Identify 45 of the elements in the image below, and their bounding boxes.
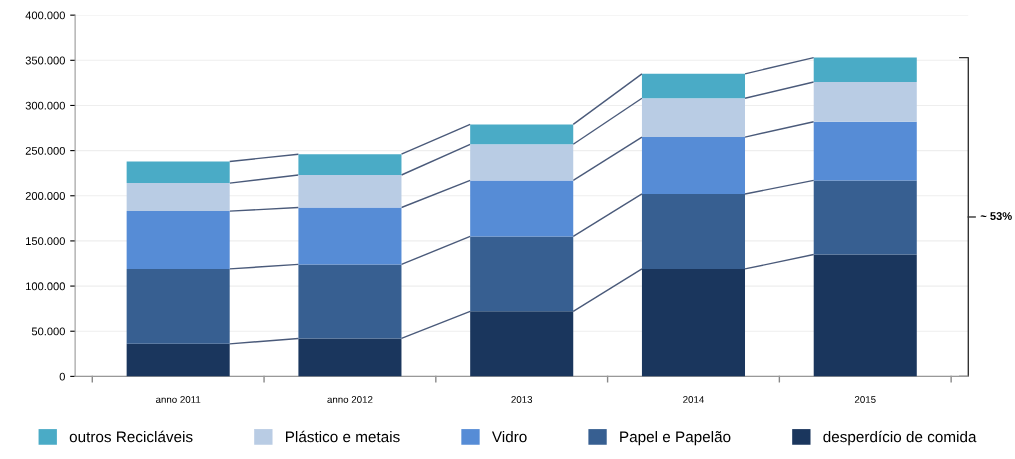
bar [298, 264, 402, 339]
bar [126, 161, 230, 184]
y-tick-label: 350.000 [25, 56, 65, 65]
bar [298, 338, 402, 377]
bar [470, 311, 574, 377]
bar [126, 268, 230, 344]
bar [298, 154, 402, 175]
bar [641, 193, 746, 269]
y-tick-label: 300.000 [25, 101, 65, 110]
x-tick-label: 2014 [683, 396, 705, 403]
bar [641, 137, 746, 194]
legend-label: Vidro [491, 431, 527, 443]
bar [813, 180, 917, 255]
bar [641, 98, 746, 138]
bar [298, 207, 402, 265]
bar [298, 174, 402, 208]
bar [470, 180, 574, 237]
y-tick-label: 200.000 [25, 192, 65, 200]
x-tick-label: anno 2011 [155, 396, 201, 403]
bar [813, 121, 917, 181]
y-tick-label: 400.000 [25, 11, 65, 20]
bar [126, 183, 230, 212]
y-tick-label: 250.000 [25, 146, 65, 155]
bar [126, 211, 230, 269]
y-tick-label: 150.000 [26, 237, 65, 246]
bar [813, 57, 917, 82]
legend-label: Plástico e metais [286, 430, 400, 443]
bar [813, 254, 917, 377]
x-tick-label: 2015 [854, 396, 876, 403]
y-tick-label: 50.000 [31, 327, 65, 336]
bar [813, 81, 917, 122]
legend-label: outros Recicláveis [69, 430, 193, 443]
legend-label: desperdício de comida [823, 430, 977, 446]
bar [641, 268, 746, 377]
bar [470, 144, 574, 181]
x-tick-label: 2013 [511, 396, 533, 403]
bar [470, 124, 574, 145]
bar [641, 73, 746, 99]
bar [126, 343, 230, 377]
y-tick-label: 0 [59, 372, 65, 381]
bar [470, 236, 574, 312]
legend-label: Papel e Papelão [620, 431, 731, 446]
x-tick-label: anno 2012 [327, 396, 373, 403]
y-tick-label: 100.000 [26, 282, 65, 291]
text: ~ 53% [980, 212, 1012, 220]
